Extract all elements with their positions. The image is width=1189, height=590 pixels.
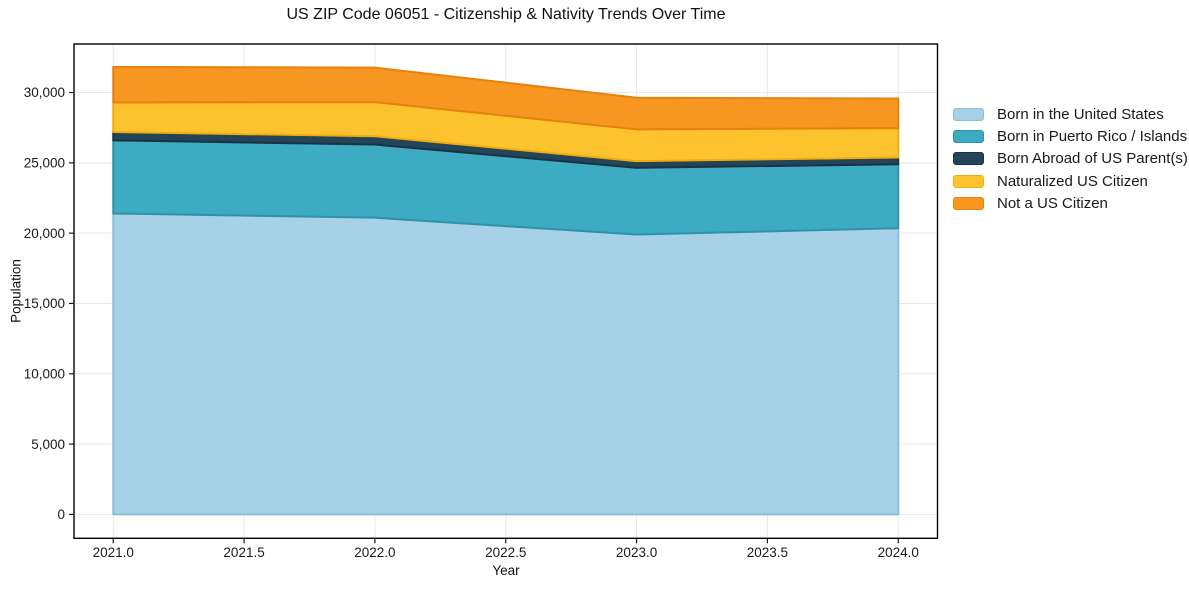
legend-item: Born Abroad of US Parent(s): [953, 148, 1188, 170]
x-tick-label: 2024.0: [878, 545, 919, 560]
x-tick-label: 2021.5: [223, 545, 264, 560]
legend-swatch-naturalized: [953, 174, 984, 188]
legend-item: Naturalized US Citizen: [953, 170, 1188, 192]
legend-swatch-not-citizen: [953, 197, 984, 211]
y-tick-label: 10,000: [24, 366, 65, 381]
x-tick-label: 2022.5: [485, 545, 526, 560]
legend-item: Born in Puerto Rico / Islands: [953, 125, 1188, 147]
y-tick-label: 30,000: [24, 85, 65, 100]
legend-label: Born in the United States: [997, 105, 1164, 123]
area-not-a-us-citizen: [112, 65, 900, 131]
legend: Born in the United States Born in Puerto…: [953, 103, 1188, 215]
x-tick-label: 2023.0: [616, 545, 657, 560]
y-tick-label: 0: [57, 507, 65, 522]
y-tick-label: 20,000: [24, 226, 65, 241]
legend-item: Born in the United States: [953, 103, 1188, 125]
legend-item: Not a US Citizen: [953, 193, 1188, 215]
legend-label: Naturalized US Citizen: [997, 172, 1148, 190]
legend-label: Not a US Citizen: [997, 195, 1108, 213]
y-tick-label: 5,000: [31, 437, 65, 452]
legend-label: Born in Puerto Rico / Islands: [997, 128, 1188, 146]
legend-swatch-born-abroad: [953, 152, 984, 166]
y-axis-label: Population: [8, 259, 24, 323]
x-axis-label: Year: [492, 563, 520, 578]
y-tick-label: 25,000: [24, 156, 65, 171]
x-tick-label: 2022.0: [354, 545, 395, 560]
legend-swatch-born-us: [953, 107, 984, 121]
x-tick-label: 2021.0: [93, 545, 134, 560]
chart-title: US ZIP Code 06051 - Citizenship & Nativi…: [286, 6, 726, 23]
y-tick-label: 15,000: [24, 296, 65, 311]
legend-swatch-puerto-rico: [953, 130, 984, 144]
area-born-in-the-united-states: [112, 212, 900, 516]
legend-label: Born Abroad of US Parent(s): [997, 150, 1188, 168]
x-tick-label: 2023.5: [747, 545, 788, 560]
